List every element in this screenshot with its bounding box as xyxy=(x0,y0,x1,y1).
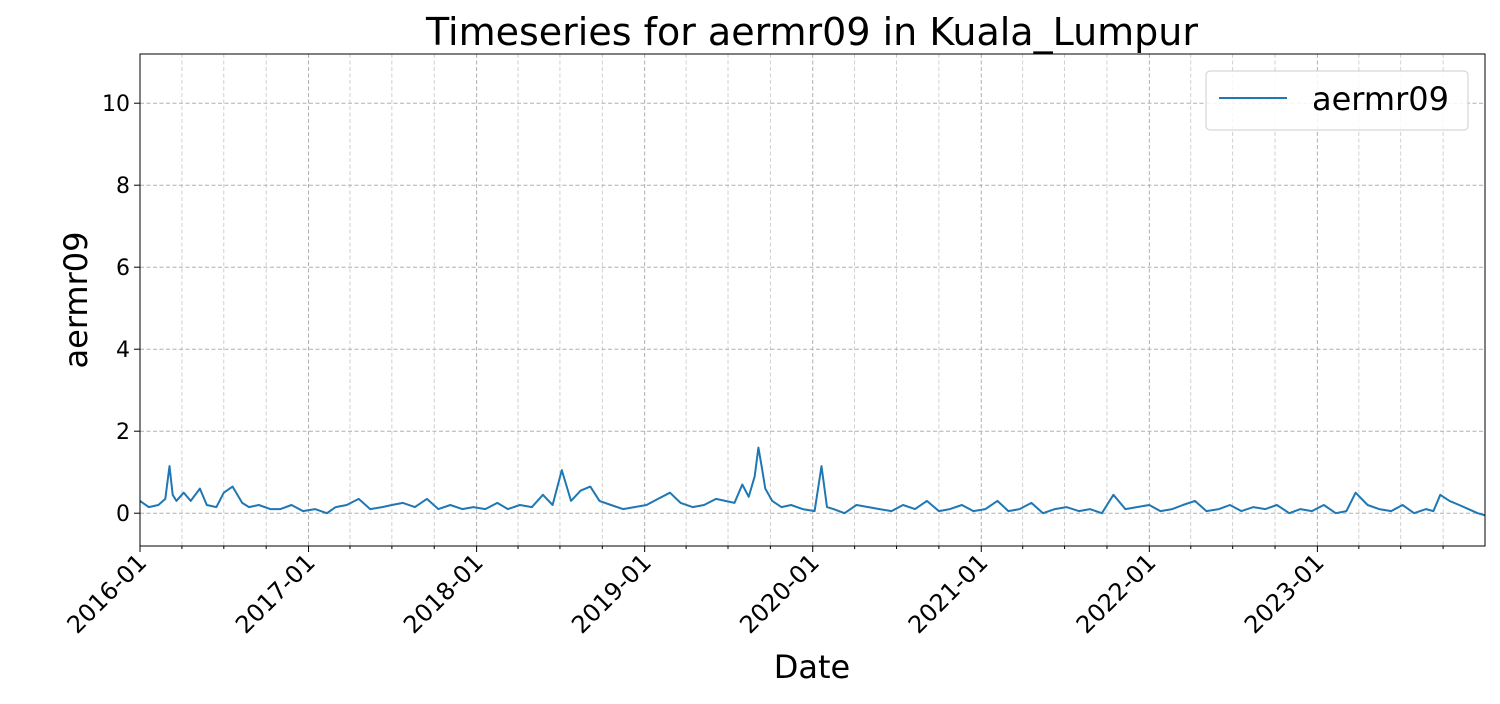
y-tick-label: 6 xyxy=(116,256,130,281)
y-tick-label: 2 xyxy=(116,420,130,445)
legend-label: aermr09 xyxy=(1312,80,1449,118)
x-tick-label: 2022-01 xyxy=(1071,548,1162,639)
x-axis: 2016-01 2017-01 2018-01 2019-01 2020-01 2021-… xyxy=(62,546,1444,639)
y-axis-label: aermr09 xyxy=(57,232,95,369)
x-tick-label: 2016-01 xyxy=(62,548,153,639)
chart-title: Timeseries for aermr09 in Kuala_Lumpur xyxy=(425,10,1198,54)
x-tick-label: 2020-01 xyxy=(734,548,825,639)
y-tick-label: 0 xyxy=(116,502,130,527)
y-axis: 0 2 4 6 8 10 xyxy=(102,92,140,527)
legend-box xyxy=(1205,70,1469,131)
grid xyxy=(139,54,1485,546)
x-tick-label: 2017-01 xyxy=(230,548,321,639)
x-tick-label: 2019-01 xyxy=(566,548,657,639)
x-tick-label: 2018-01 xyxy=(398,548,489,639)
x-tick-label: 2021-01 xyxy=(903,548,994,639)
series-layer xyxy=(139,446,1486,517)
x-axis-label: Date xyxy=(774,648,850,686)
y-tick-label: 8 xyxy=(116,174,130,199)
x-tick-label: 2023-01 xyxy=(1239,548,1330,639)
y-tick-label: 4 xyxy=(116,338,130,363)
y-tick-label: 10 xyxy=(102,92,130,117)
series-line-aermr09 xyxy=(139,446,1486,517)
legend: aermr09 xyxy=(1205,70,1469,131)
